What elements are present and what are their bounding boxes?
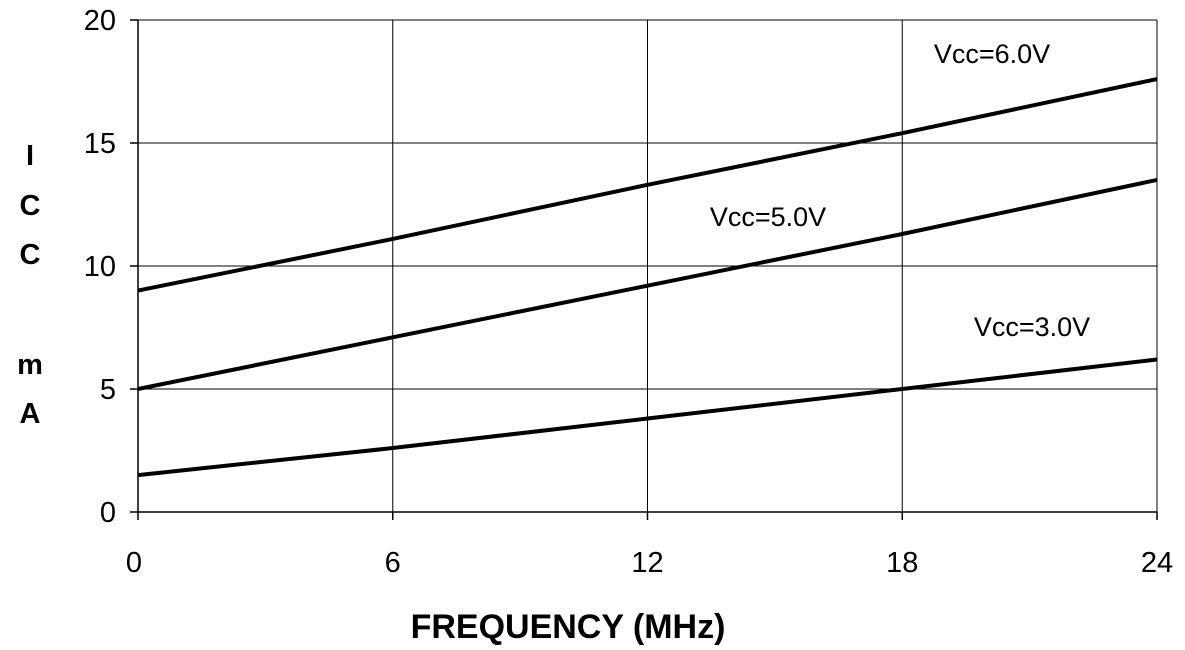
series-label-2: Vcc=5.0V <box>710 202 826 232</box>
y-axis-label-letter: C <box>20 239 41 271</box>
series-label-1: Vcc=6.0V <box>934 39 1050 69</box>
x-tick-label: 6 <box>385 547 401 579</box>
x-tick-label: 12 <box>631 547 663 579</box>
x-tick-labels: 0 6 12 18 24 <box>126 547 1173 579</box>
y-tick-label: 5 <box>100 374 116 406</box>
series-lines <box>137 77 1158 478</box>
x-tick-label: 24 <box>1141 547 1173 579</box>
y-tick-label: 0 <box>100 497 116 529</box>
gridlines <box>138 19 1158 512</box>
series-line-3 <box>137 357 1158 478</box>
y-axis-label-letter: A <box>20 398 41 430</box>
x-tick-label: 0 <box>126 547 142 579</box>
x-tick-label: 18 <box>886 547 918 579</box>
series-line-1 <box>137 77 1158 293</box>
axes <box>130 19 1158 520</box>
y-tick-label: 10 <box>84 251 116 283</box>
y-tick-label: 15 <box>84 128 116 160</box>
y-tick-label: 20 <box>84 5 116 37</box>
y-axis-label-letter: C <box>20 190 41 222</box>
x-axis-label: FREQUENCY (MHz) <box>411 608 726 646</box>
series-labels: Vcc=6.0V Vcc=5.0V Vcc=3.0V <box>710 39 1090 342</box>
y-tick-labels: 0 5 10 15 20 <box>84 5 116 529</box>
y-axis-label-letter: I <box>26 140 34 172</box>
series-label-3: Vcc=3.0V <box>974 312 1090 342</box>
series-line-2 <box>137 177 1158 391</box>
y-axis-label-letter: m <box>17 349 43 381</box>
